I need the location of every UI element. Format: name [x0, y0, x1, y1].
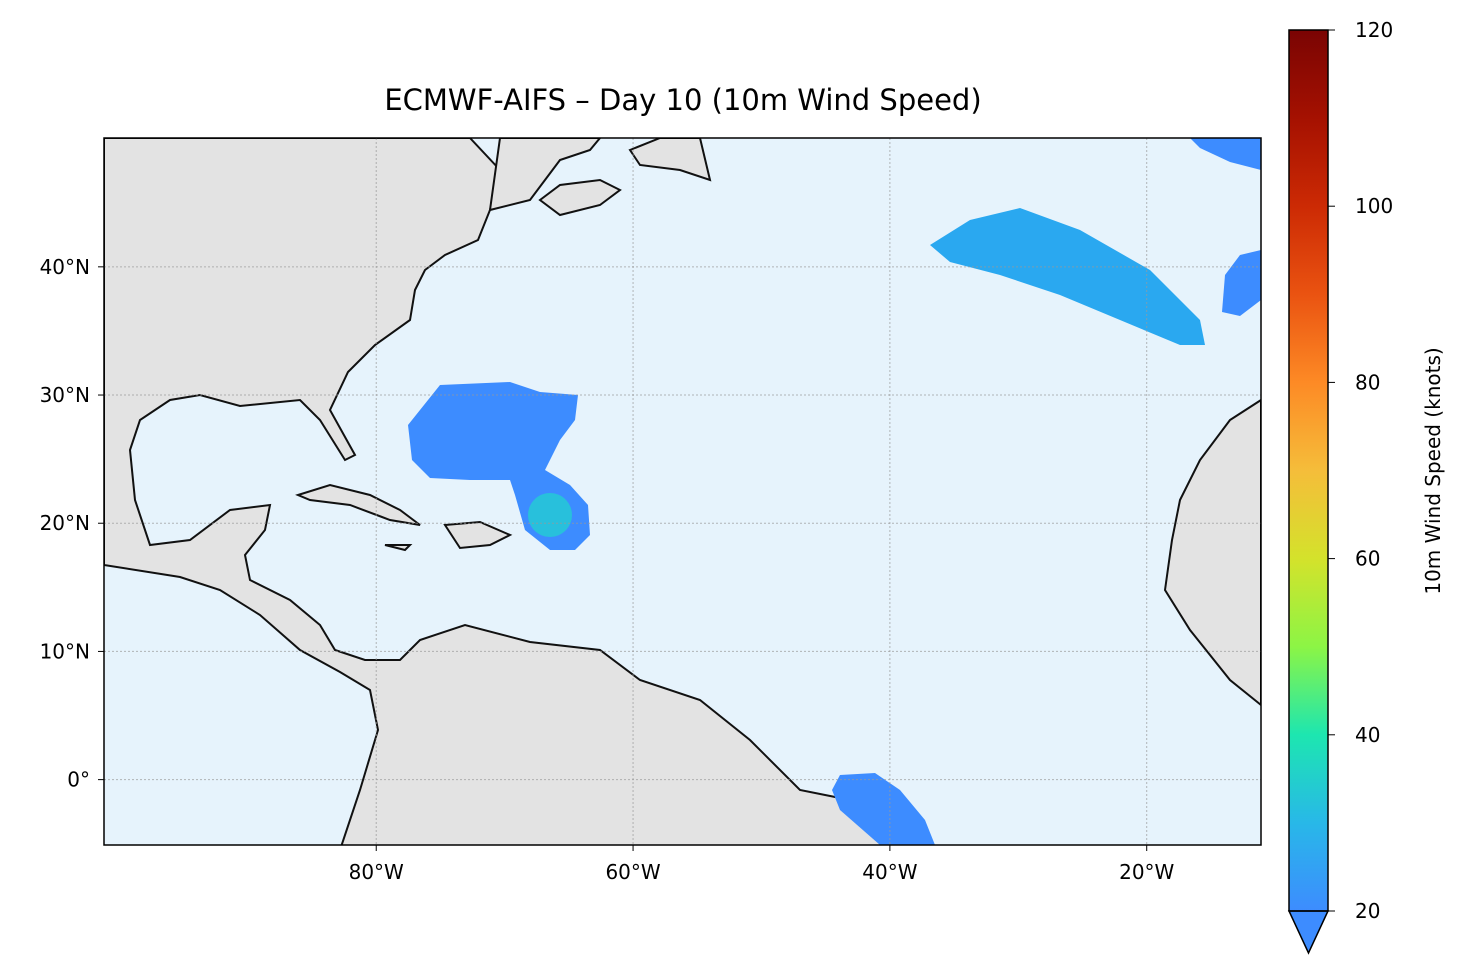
colorbar-tick-label: 20: [1355, 899, 1380, 923]
map-area: [104, 138, 1261, 845]
colorbar-tick-label: 120: [1355, 18, 1393, 42]
colorbar: [1289, 30, 1328, 911]
colorbar-tick-label: 60: [1355, 547, 1380, 571]
lat-tick-label: 20°N: [40, 511, 90, 535]
map-frame: [103, 137, 1262, 846]
lon-tick-label: 40°W: [862, 860, 917, 884]
lat-tick-label: 0°: [67, 768, 90, 792]
colorbar-tick-label: 100: [1355, 194, 1393, 218]
wind-areas: [408, 138, 1261, 845]
lon-tick-label: 20°W: [1119, 860, 1174, 884]
lat-tick-label: 10°N: [40, 639, 90, 663]
lon-tick-label: 60°W: [605, 860, 660, 884]
colorbar-tick-label: 40: [1355, 723, 1380, 747]
colorbar-extend: [1287, 910, 1330, 955]
land: [104, 138, 1261, 845]
colorbar-tick-label: 80: [1355, 370, 1380, 394]
lat-tick-label: 40°N: [40, 255, 90, 279]
lat-tick-label: 30°N: [40, 383, 90, 407]
colorbar-label: 10m Wind Speed (knots): [1421, 347, 1445, 594]
title: ECMWF-AIFS – Day 10 (10m Wind Speed): [384, 83, 981, 117]
graticule: [104, 138, 1261, 845]
colorbar-frame: [1288, 29, 1329, 912]
lon-tick-label: 80°W: [349, 860, 404, 884]
